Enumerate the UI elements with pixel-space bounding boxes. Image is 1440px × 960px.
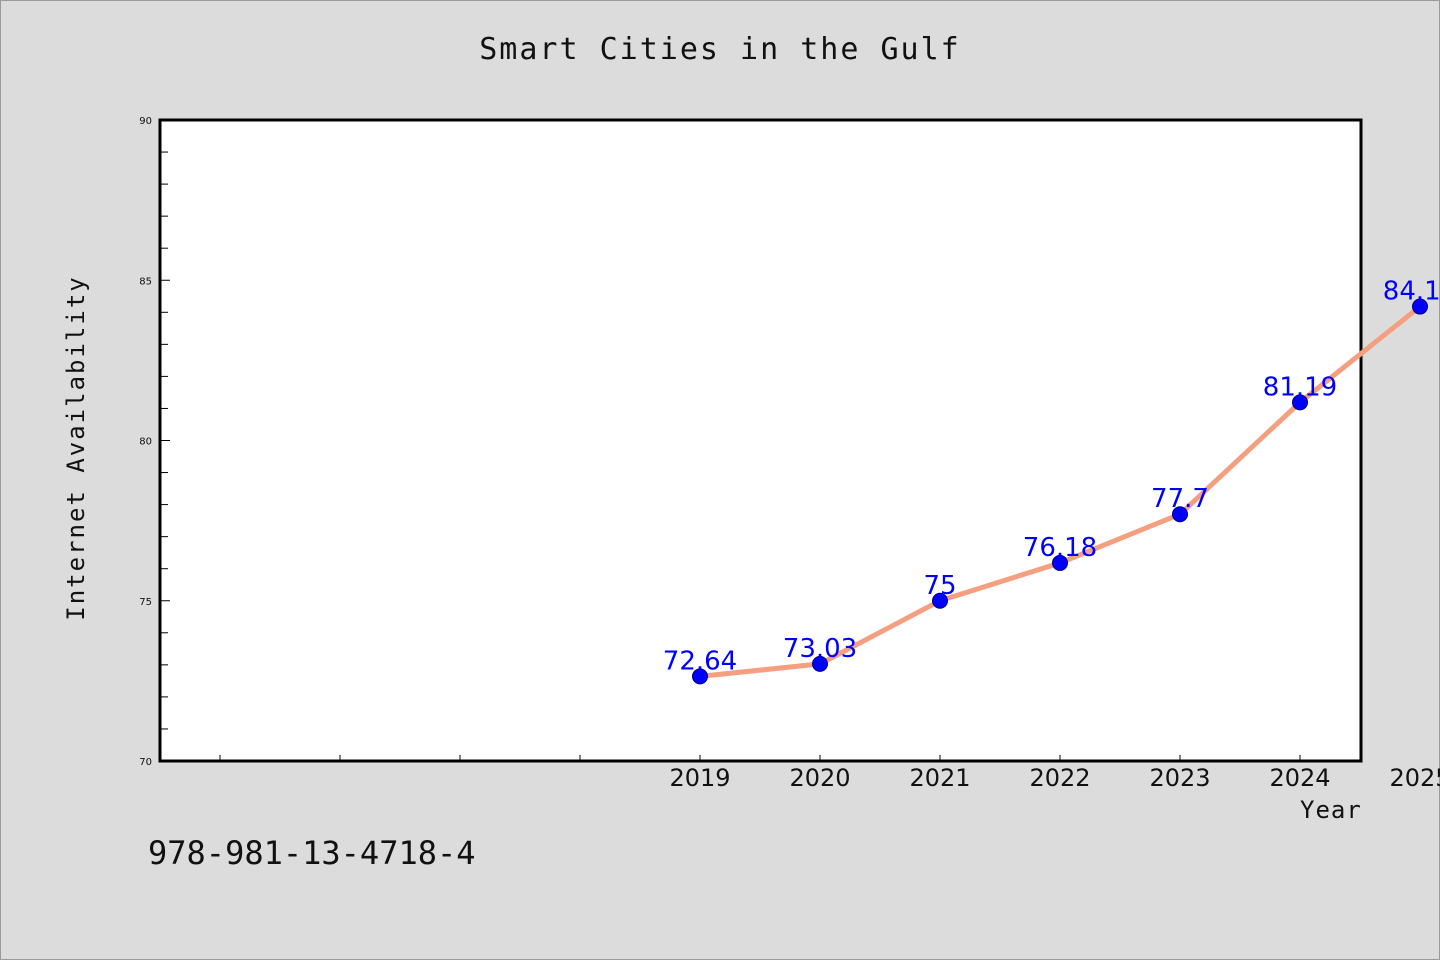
data-label: 73.03 — [783, 634, 857, 664]
x-tick-label: 2022 — [1029, 764, 1090, 792]
y-tick-label: 70 — [139, 757, 152, 768]
data-label: 76.18 — [1023, 533, 1097, 563]
isbn-text: 978-981-13-4718-4 — [148, 834, 476, 872]
data-point — [812, 655, 828, 672]
y-tick-label: 75 — [139, 597, 152, 608]
x-tick-label: 2019 — [669, 764, 730, 792]
y-tick-label: 85 — [139, 276, 152, 287]
data-label: 81.19 — [1263, 372, 1337, 402]
data-point — [1292, 394, 1308, 411]
y-tick-label: 80 — [139, 437, 152, 448]
data-label: 77.7 — [1151, 484, 1209, 514]
data-point — [1412, 298, 1428, 315]
data-label: 84.18 — [1383, 277, 1440, 307]
data-point — [1052, 554, 1068, 571]
x-tick-label: 2021 — [909, 764, 970, 792]
data-label: 75 — [923, 571, 956, 601]
data-point — [932, 592, 948, 609]
data-point — [692, 668, 708, 685]
data-point — [1172, 506, 1188, 523]
x-tick-label: 2024 — [1269, 764, 1330, 792]
x-axis-label: Year — [1300, 796, 1362, 824]
y-tick-label: 90 — [139, 116, 152, 127]
x-tick-label: 2025 — [1389, 764, 1440, 792]
chart-title: Smart Cities in the Gulf — [479, 32, 961, 67]
x-tick-label: 2023 — [1149, 764, 1210, 792]
data-label: 72.64 — [663, 646, 737, 676]
x-tick-label: 2020 — [789, 764, 850, 792]
plot-area — [158, 118, 1363, 763]
